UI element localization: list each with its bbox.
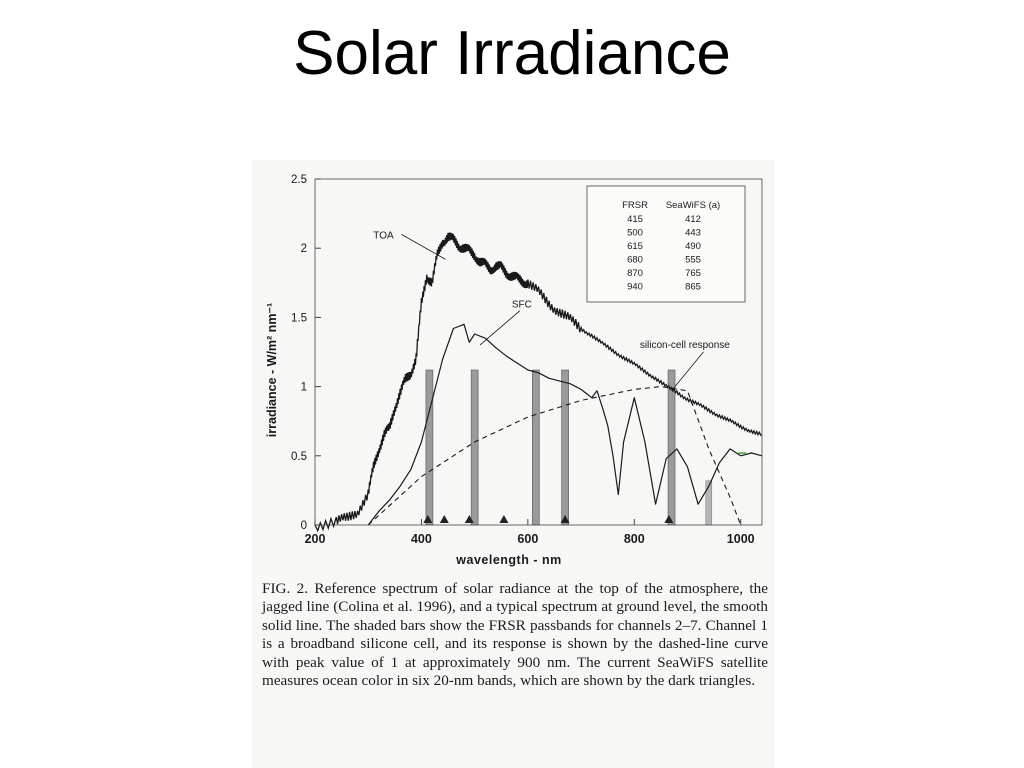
passband-bars <box>425 369 713 526</box>
x-tick-label: 1000 <box>727 532 755 546</box>
plot-frame <box>314 178 763 526</box>
annotation-toa-leader <box>401 234 446 260</box>
y-tick-label: 2 <box>301 243 307 255</box>
x-tick-label: 400 <box>411 532 432 546</box>
y-tick-label: 1.5 <box>291 312 307 324</box>
table-cell: 490 <box>685 241 701 252</box>
table-header: SeaWiFS (a) <box>666 200 720 211</box>
seawifs-triangles <box>423 515 674 523</box>
x-tick-label: 200 <box>305 532 326 546</box>
y-tick-label: 1 <box>301 382 307 394</box>
table-cell: 615 <box>627 241 643 252</box>
annotation-sfc-leader <box>479 310 521 346</box>
y-tick-label: 0.5 <box>291 451 307 463</box>
y-tick-label: 0 <box>301 520 307 532</box>
annotation-silicon: silicon-cell response <box>640 340 730 351</box>
table-border <box>586 185 746 303</box>
toa-spectrum-line <box>314 232 763 533</box>
passband-bar <box>667 369 676 526</box>
table-cell: 415 <box>627 214 643 225</box>
table-header: FRSR <box>622 200 648 211</box>
seawifs-triangle <box>439 515 449 523</box>
passband-bar <box>561 369 569 526</box>
table-cell: 940 <box>627 282 643 293</box>
band-table: FRSR SeaWiFS (a) 415 412 500 443 615 490 680 555 8… <box>586 185 746 303</box>
y-tick-label: 2.5 <box>291 174 307 186</box>
table-cell: 443 <box>685 228 701 239</box>
silicon-response-line <box>367 386 742 526</box>
seawifs-triangle <box>499 515 509 523</box>
sfc-spectrum-line <box>367 323 763 526</box>
y-axis-label: irradiance - W/m² nm⁻¹ <box>265 303 279 437</box>
seawifs-triangle <box>560 515 570 523</box>
table-cell: 680 <box>627 255 643 266</box>
seawifs-triangle <box>464 515 474 523</box>
table-cell: 865 <box>685 282 701 293</box>
table-cell: 500 <box>627 228 643 239</box>
annotations: TOA SFC silicon-cell response <box>373 230 747 454</box>
passband-bar <box>470 369 479 526</box>
table-cell: 555 <box>685 255 701 266</box>
annotation-toa: TOA <box>373 230 394 241</box>
x-tick-label: 800 <box>624 532 645 546</box>
seawifs-triangle <box>664 515 674 523</box>
plot-border <box>314 178 763 526</box>
passband-bar <box>425 369 434 526</box>
table-cell: 870 <box>627 268 643 279</box>
annotation-sfc: SFC <box>512 300 532 311</box>
seawifs-triangle <box>423 515 433 523</box>
table-cell: 765 <box>685 268 701 279</box>
annotation-silicon-leader <box>671 351 704 392</box>
axis-ticks: 200 400 600 800 1000 0 0.5 1 1.5 2 2.5 <box>291 174 755 546</box>
passband-bar <box>532 369 540 526</box>
table-cell: 412 <box>685 214 701 225</box>
slide-title: Solar Irradiance <box>293 19 731 88</box>
figure-caption: FIG. 2. Reference spectrum of solar radi… <box>262 580 768 690</box>
x-axis-label: wavelength - nm <box>455 553 561 567</box>
x-tick-label: 600 <box>517 532 538 546</box>
series-lines <box>314 232 763 533</box>
